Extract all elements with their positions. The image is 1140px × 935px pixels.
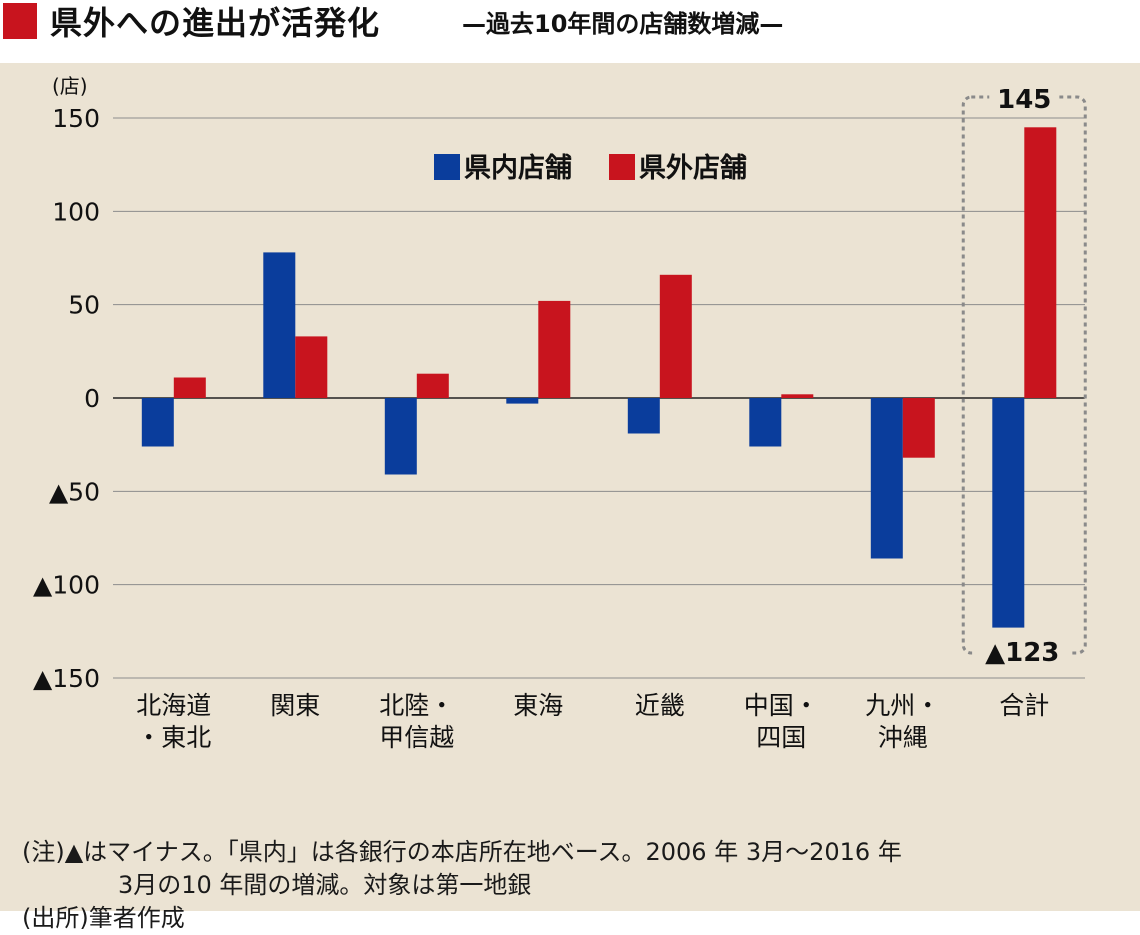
total-negative-label: ▲123: [985, 638, 1059, 668]
chart-title: 県外への進出が活発化: [50, 4, 381, 42]
chart-notes: (注)▲はマイナス。「県内」は各銀行の本店所在地ベース。2006 年 3月〜20…: [22, 836, 1122, 935]
bar-domestic-3: [506, 398, 539, 404]
bar-chart: (店) 150 100 50 0 ▲50 ▲100 ▲150 北海道・東北 関東 北陸・甲信越 東海 近…: [0, 63, 1140, 911]
source-note: (出所)筆者作成: [22, 904, 185, 932]
title-marker-square: [3, 3, 37, 39]
bar-outside-4: [659, 274, 692, 398]
bar-domestic-7: [992, 398, 1025, 628]
bar-outside-6: [902, 398, 935, 458]
y-tick-label: 50: [68, 291, 100, 320]
bar-outside-2: [416, 373, 449, 398]
x-tick-label: 近畿: [635, 691, 685, 720]
x-tick-label: 北海道: [136, 691, 211, 720]
bar-outside-5: [781, 394, 814, 398]
bar-domestic-0: [141, 398, 174, 447]
x-tick-label: 関東: [270, 691, 320, 720]
x-tick-label: 甲信越: [379, 723, 454, 752]
bar-domestic-5: [749, 398, 782, 447]
annotation-bg-top: [989, 85, 1060, 111]
y-tick-label: ▲100: [33, 571, 100, 600]
chart-subtitle: —過去10年間の店舗数増減—: [462, 10, 784, 38]
legend-swatch-1: [609, 154, 635, 180]
bar-domestic-2: [384, 398, 417, 475]
legend-label-1: 県外店舗: [639, 153, 747, 184]
y-unit-label: (店): [52, 74, 88, 98]
x-tick-label: 中国・: [744, 691, 819, 720]
x-tick-label: 北陸・: [379, 691, 454, 720]
note-line-2: 3月の10 年間の増減。対象は第一地銀: [118, 871, 532, 899]
bar-outside-0: [173, 377, 206, 398]
annotation-bg-bottom: [972, 639, 1073, 667]
x-tick-label: 沖縄: [878, 723, 928, 752]
chart-panel: (店) 150 100 50 0 ▲50 ▲100 ▲150 北海道・東北 関東 北陸・甲信越 東海 近…: [0, 63, 1140, 932]
y-tick-label: 0: [84, 384, 100, 413]
total-positive-label: 145: [997, 85, 1051, 115]
chart-background: [0, 63, 1140, 911]
y-tick-label: ▲150: [33, 664, 100, 693]
x-tick-label: 東海: [513, 691, 563, 720]
note-line-1: (注)▲はマイナス。「県内」は各銀行の本店所在地ベース。2006 年 3月〜20…: [22, 838, 902, 866]
x-tick-label: 合計: [999, 691, 1049, 720]
header: 県外への進出が活発化 —過去10年間の店舗数増減—: [0, 0, 1140, 58]
y-tick-label: ▲50: [49, 477, 100, 506]
x-tick-label: 九州・: [865, 691, 940, 720]
legend-swatch-0: [434, 154, 460, 180]
bar-outside-3: [538, 300, 571, 398]
bar-outside-1: [295, 336, 328, 398]
bar-domestic-4: [627, 398, 660, 434]
bar-outside-7: [1024, 127, 1057, 399]
x-tick-label: ・東北: [136, 723, 211, 752]
bar-domestic-6: [870, 398, 903, 559]
y-tick-label: 150: [52, 104, 100, 133]
legend-label-0: 県内店舗: [464, 153, 572, 184]
bar-domestic-1: [263, 252, 296, 398]
y-tick-label: 100: [52, 197, 100, 226]
x-tick-label: 四国: [756, 723, 806, 752]
